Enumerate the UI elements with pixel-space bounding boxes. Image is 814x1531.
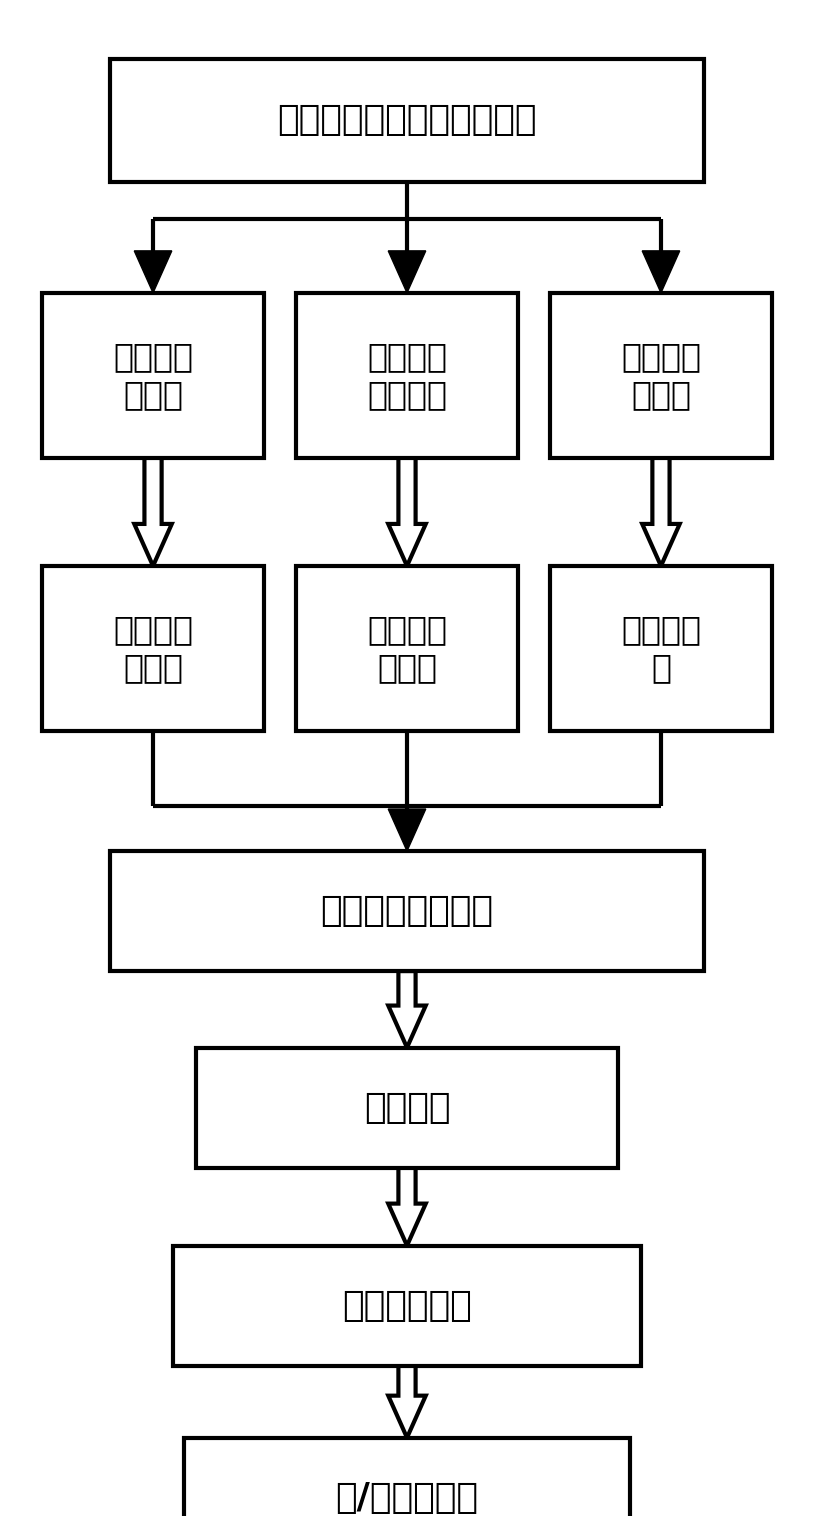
Text: 有/无监督学习: 有/无监督学习 bbox=[335, 1480, 479, 1514]
Text: 阈值选取: 阈值选取 bbox=[364, 1090, 450, 1125]
FancyBboxPatch shape bbox=[549, 292, 772, 458]
FancyBboxPatch shape bbox=[42, 566, 265, 730]
FancyBboxPatch shape bbox=[295, 292, 519, 458]
FancyBboxPatch shape bbox=[295, 566, 519, 730]
Polygon shape bbox=[388, 251, 426, 292]
FancyBboxPatch shape bbox=[110, 851, 704, 971]
Polygon shape bbox=[388, 1366, 426, 1438]
Text: 闭环对故障诊断机理的影响: 闭环对故障诊断机理的影响 bbox=[278, 103, 536, 138]
Text: 反馈不可
完全解耦: 反馈不可 完全解耦 bbox=[367, 340, 447, 410]
Polygon shape bbox=[642, 251, 680, 292]
Text: 反馈可完
全解耦: 反馈可完 全解耦 bbox=[113, 340, 193, 410]
Polygon shape bbox=[134, 458, 172, 566]
Polygon shape bbox=[388, 808, 426, 851]
FancyBboxPatch shape bbox=[549, 566, 772, 730]
Polygon shape bbox=[388, 971, 426, 1047]
Polygon shape bbox=[388, 458, 426, 566]
Text: 残酷评价函数修正: 残酷评价函数修正 bbox=[321, 894, 493, 928]
FancyBboxPatch shape bbox=[42, 292, 265, 458]
FancyBboxPatch shape bbox=[184, 1438, 630, 1531]
Polygon shape bbox=[642, 458, 680, 566]
Text: 递推黎卡
提方程: 递推黎卡 提方程 bbox=[367, 612, 447, 684]
Text: 未知观测
器设计: 未知观测 器设计 bbox=[113, 612, 193, 684]
FancyBboxPatch shape bbox=[110, 58, 704, 182]
Text: 概率密度分析: 概率密度分析 bbox=[342, 1289, 472, 1323]
Polygon shape bbox=[134, 251, 172, 292]
Text: 检测时延
抗扰动: 检测时延 抗扰动 bbox=[621, 340, 701, 410]
Polygon shape bbox=[388, 1168, 426, 1246]
FancyBboxPatch shape bbox=[173, 1246, 641, 1366]
Text: 柯西不等
式: 柯西不等 式 bbox=[621, 612, 701, 684]
FancyBboxPatch shape bbox=[196, 1047, 618, 1168]
